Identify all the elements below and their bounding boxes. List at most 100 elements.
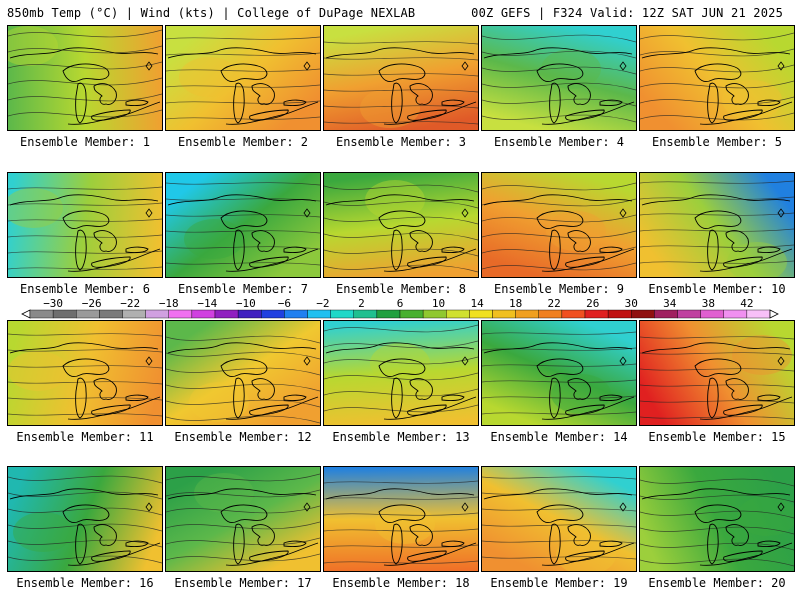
height-contour <box>324 216 478 225</box>
great-lake-outline <box>536 210 584 229</box>
height-contour <box>8 218 162 222</box>
height-contour <box>166 521 320 530</box>
height-contour <box>324 73 478 77</box>
location-marker <box>461 356 469 366</box>
colorbar-swatch <box>122 309 146 319</box>
height-contour <box>8 333 162 337</box>
height-contour <box>482 347 636 351</box>
height-contour <box>482 411 636 415</box>
height-contour <box>166 214 320 218</box>
great-lake-outline <box>251 83 275 105</box>
height-contour <box>640 336 794 340</box>
great-lake-outline <box>549 229 561 271</box>
height-contour <box>324 512 478 516</box>
temperature-blob <box>551 374 611 414</box>
great-lake-outline <box>407 256 447 268</box>
height-contour <box>640 196 794 200</box>
location-marker <box>619 61 627 71</box>
height-contour <box>482 50 636 59</box>
great-lake-outline <box>567 83 591 105</box>
height-contour <box>324 528 478 532</box>
height-contour <box>482 476 636 480</box>
height-contour <box>8 413 162 417</box>
great-lake-outline <box>391 523 403 565</box>
colorbar-swatch <box>492 309 516 319</box>
location-marker <box>461 502 469 512</box>
height-contour <box>166 262 320 266</box>
height-contour <box>324 324 478 333</box>
height-contour <box>482 82 636 91</box>
great-lake-outline <box>93 83 117 105</box>
colorbar-swatch <box>168 309 193 319</box>
great-lake-outline <box>251 230 275 252</box>
coastline <box>483 47 633 59</box>
ensemble-member-map <box>481 320 637 426</box>
great-lake-outline <box>62 63 110 82</box>
temperature-colorbar: −30 −26 −22 −18 −14 −10 −6 −2 2 6 10 14 18 22 26 30 34 38… <box>21 298 779 319</box>
great-lake-outline <box>125 99 149 106</box>
height-contour <box>8 202 162 206</box>
great-lake-outline <box>723 109 763 121</box>
ensemble-member-label: Ensemble Member: 11 <box>16 430 154 444</box>
ensemble-member-map <box>639 172 795 278</box>
colorbar-swatch <box>723 309 748 319</box>
great-lake-outline <box>283 99 307 106</box>
great-lake-outline <box>707 82 719 124</box>
colorbar-swatch <box>191 309 216 319</box>
location-marker <box>777 502 785 512</box>
great-lake-outline <box>723 404 763 416</box>
great-lake-outline <box>599 246 623 253</box>
great-lake-outline <box>251 378 275 400</box>
great-lake-outline <box>125 540 149 547</box>
great-lake-outline <box>249 109 289 121</box>
colorbar-tick-label: −14 <box>197 298 217 310</box>
great-lake-outline <box>567 524 591 546</box>
colorbar-swatch <box>399 309 424 319</box>
great-lake-outline <box>757 246 781 253</box>
temperature-blob <box>732 335 792 375</box>
colorbar-swatch <box>584 309 609 319</box>
temperature-blob <box>737 496 794 536</box>
ensemble-member-label: Ensemble Member: 14 <box>490 430 628 444</box>
height-contour <box>482 214 636 223</box>
ensemble-member-label: Ensemble Member: 12 <box>174 430 312 444</box>
coastline <box>325 194 475 206</box>
height-contour <box>8 45 162 54</box>
colorbar-swatch <box>469 309 493 319</box>
great-lake-outline <box>549 377 561 419</box>
height-contour <box>482 508 636 512</box>
coastline <box>9 342 159 354</box>
great-lake-outline <box>694 210 742 229</box>
temperature-field <box>324 173 478 277</box>
location-marker <box>619 356 627 366</box>
colorbar-tick-label: 38 <box>702 298 715 310</box>
great-lake-outline <box>378 210 426 229</box>
height-contour <box>8 555 162 564</box>
great-lake-outline <box>441 246 465 253</box>
height-contour <box>166 383 320 392</box>
height-contour <box>166 52 320 56</box>
height-contour <box>324 184 478 193</box>
temperature-field <box>166 173 320 277</box>
coastline <box>483 342 633 354</box>
height-contour <box>8 29 162 38</box>
colorbar-tick-label: 34 <box>663 298 677 310</box>
ensemble-member-map <box>323 466 479 572</box>
location-marker <box>777 356 785 366</box>
coastline <box>483 488 633 500</box>
height-contour <box>482 114 636 123</box>
ensemble-member-label: Ensemble Member: 18 <box>332 576 470 590</box>
height-contour <box>640 80 794 89</box>
temperature-blob <box>546 211 606 251</box>
ensemble-member-label: Ensemble Member: 7 <box>177 282 309 296</box>
great-lake-outline <box>283 246 307 253</box>
great-lake-outline <box>599 99 623 106</box>
temperature-field <box>640 467 794 571</box>
height-contour <box>166 473 320 482</box>
great-lake-outline <box>694 358 742 377</box>
height-contour <box>482 182 636 191</box>
location-marker <box>619 502 627 512</box>
height-contour <box>166 505 320 514</box>
colorbar-arrow-right <box>769 309 779 319</box>
height-contour <box>640 48 794 57</box>
